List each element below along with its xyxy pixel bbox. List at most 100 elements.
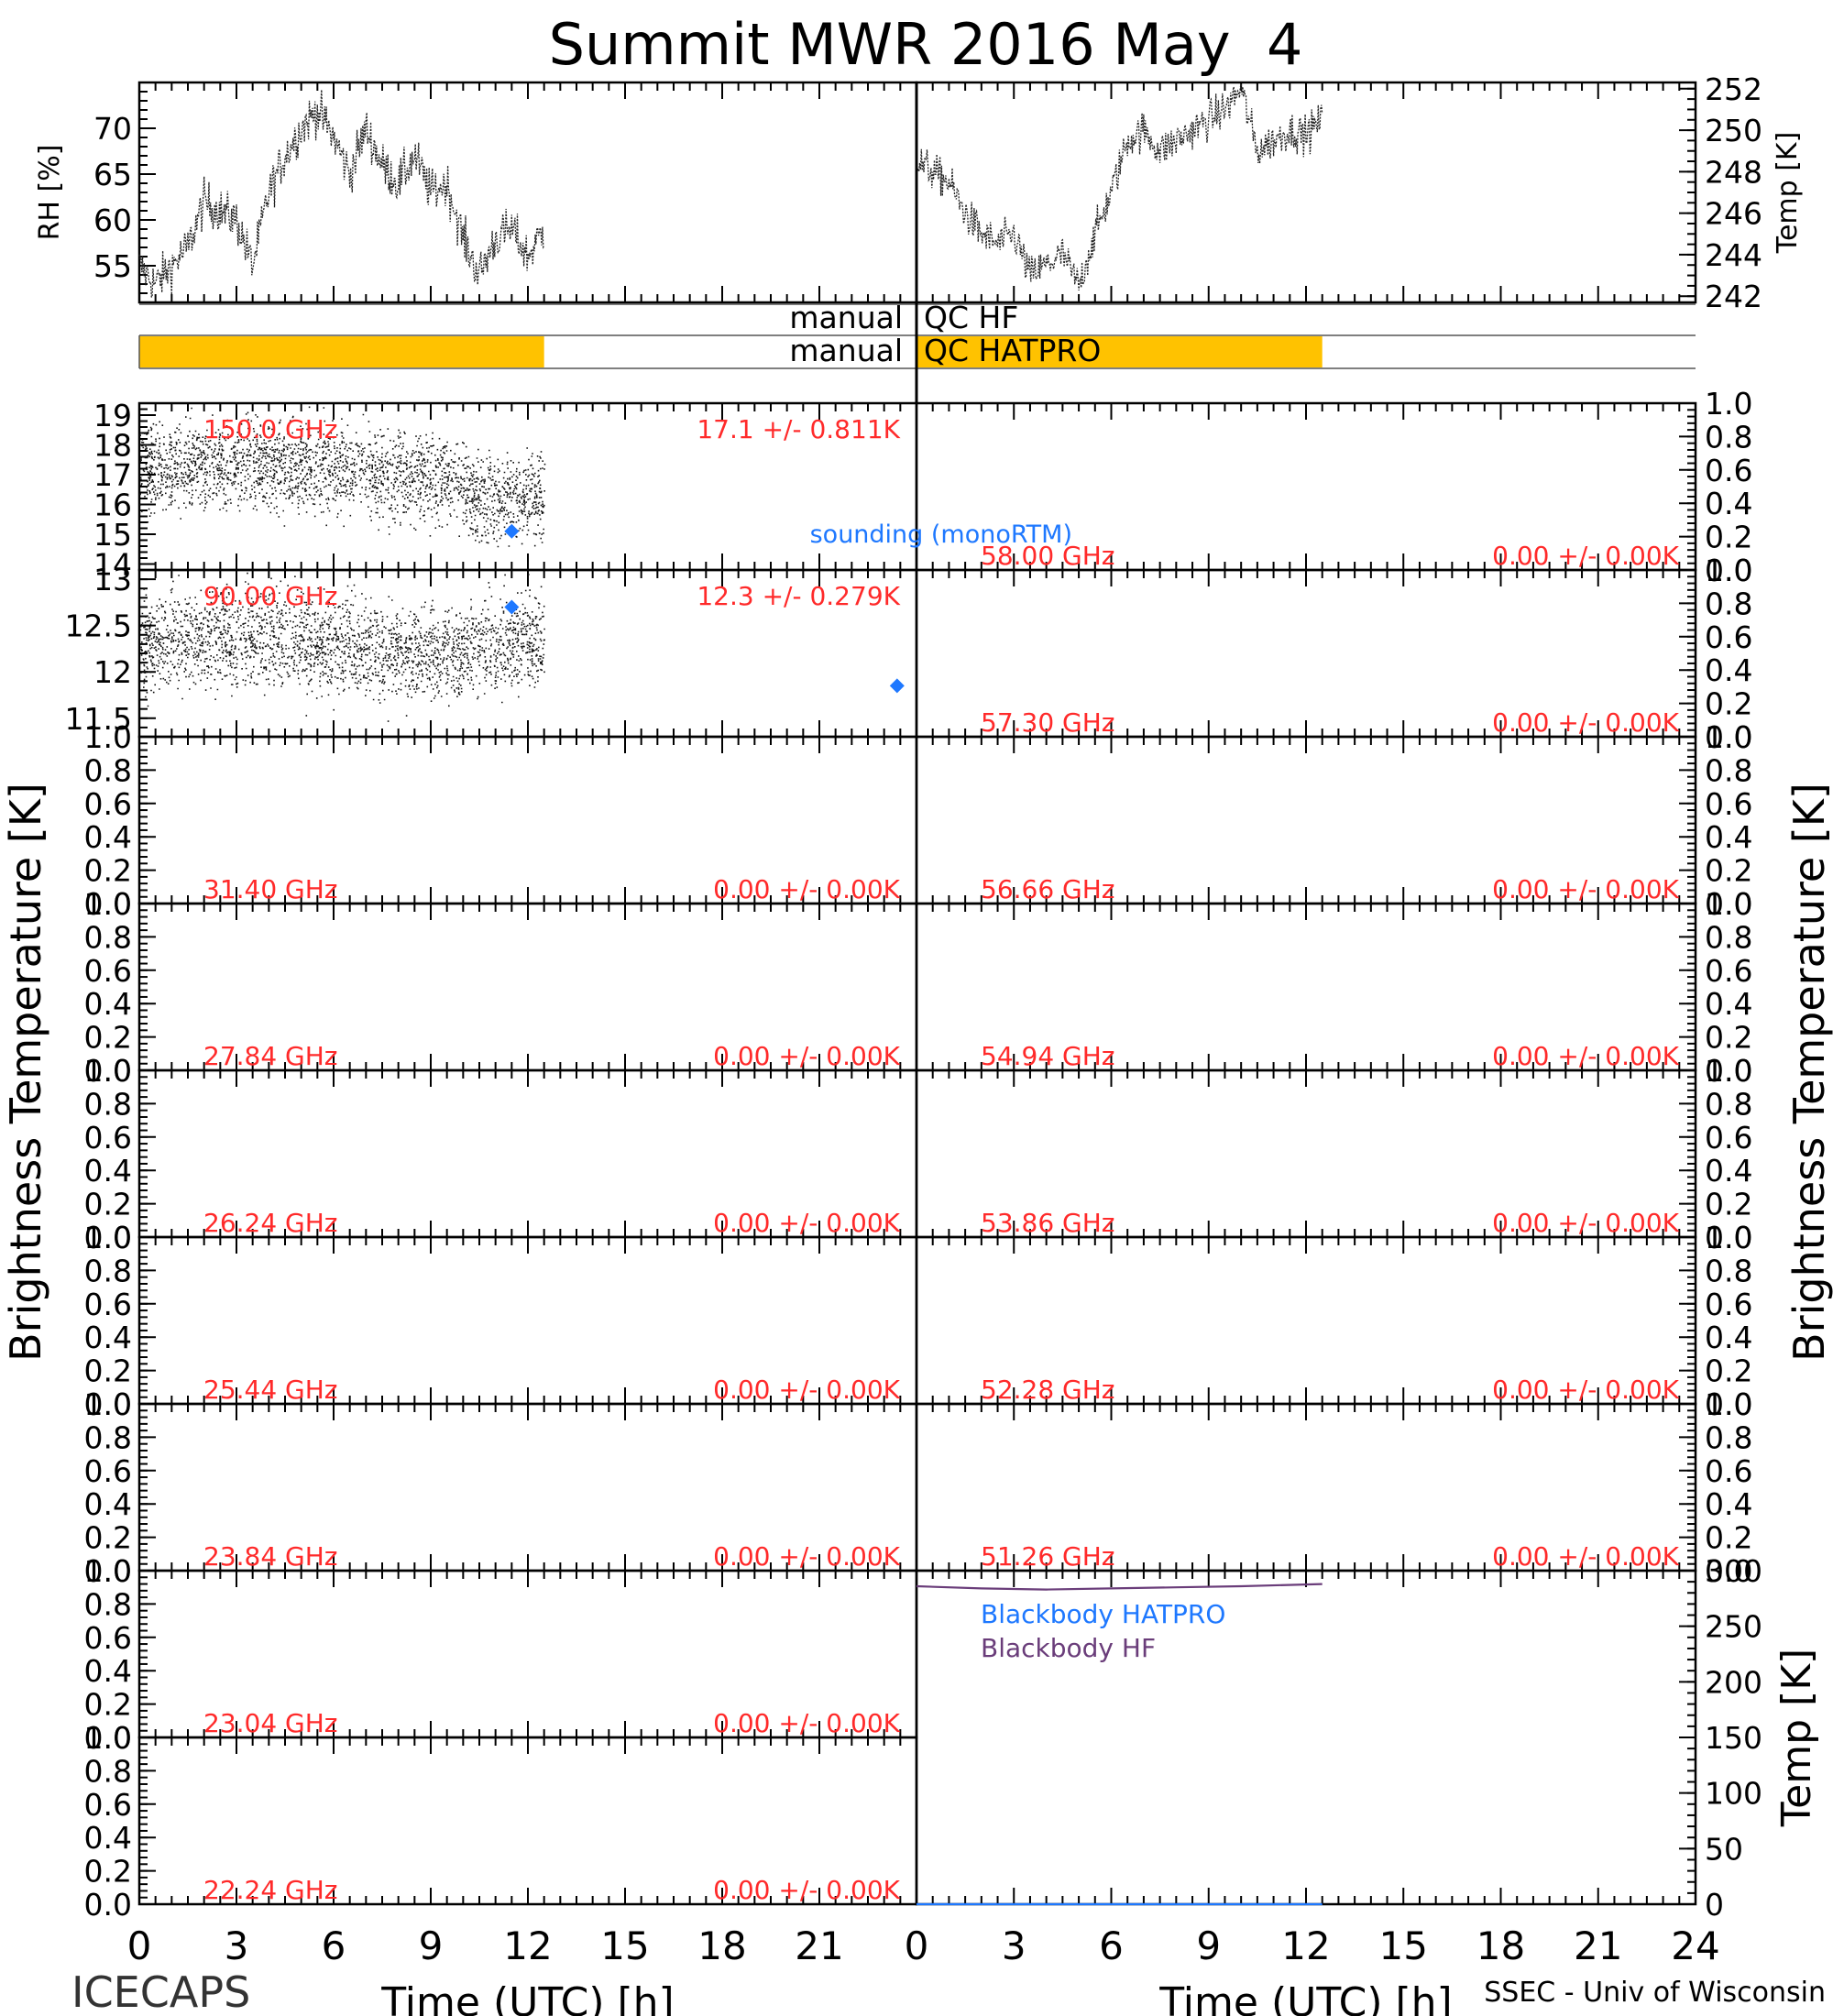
x-tick-label-right: 21: [1574, 1923, 1622, 1968]
y-tick-label: 0.6: [1705, 786, 1752, 822]
sounding-legend-label: sounding (monoRTM): [810, 520, 1072, 549]
y-tick-label: 1.0: [84, 719, 132, 755]
tb_90-data-points: [139, 572, 545, 722]
y-tick-label: 0.0: [1705, 1386, 1752, 1422]
y-tick-label: 0.8: [1705, 586, 1752, 621]
y-tick-label: 100: [1705, 1776, 1762, 1812]
y-tick-label: 0.4: [1705, 986, 1752, 1022]
temp-series-line: [916, 83, 1323, 291]
tb_2544-freq-label: 25.44 GHz: [203, 1375, 338, 1405]
y-tick-label: 0.8: [84, 1086, 132, 1122]
y-tick-label: 0.8: [84, 1753, 132, 1789]
y-tick-label: 0.0: [84, 1887, 132, 1923]
y-tick-label: 1.0: [1705, 719, 1752, 755]
y-tick-label: 0.0: [84, 1553, 132, 1589]
y-tick-label: 12.5: [65, 608, 132, 644]
x-tick-label-left: 12: [503, 1923, 552, 1968]
qc-hatpro-flag-right: [916, 336, 1323, 367]
y-tick-label: 1.0: [1705, 553, 1752, 588]
x-tick-label-right: 24: [1671, 1923, 1719, 1968]
y-tick-label: 0.2: [1705, 686, 1752, 722]
blackbody-hatpro-legend: Blackbody HATPRO: [981, 1599, 1225, 1629]
page-title: Summit MWR 2016 May 4: [549, 11, 1303, 78]
y-tick-label: 0.6: [84, 1287, 132, 1322]
tb_2624-stats-label: 0.00 +/- 0.00K: [713, 1208, 900, 1238]
y-tick-label: 300: [1705, 1553, 1762, 1589]
y-tick-label: 0: [1705, 1887, 1724, 1923]
y-tick-label: 1.0: [84, 886, 132, 922]
y-tick-label: 0.2: [1705, 1353, 1752, 1389]
tb_90-sounding-point: [504, 599, 520, 615]
y-tick-label: 1.0: [84, 1220, 132, 1255]
tb_3140-freq-label: 31.40 GHz: [203, 874, 338, 904]
y-tick-label: 242: [1705, 279, 1762, 314]
y-tick-label: 0.0: [1705, 719, 1752, 755]
y-tick-label: 0.6: [1705, 1287, 1752, 1322]
x-tick-label-left: 15: [600, 1923, 649, 1968]
blackbody-series-1: [916, 1583, 1323, 1591]
y-tick-label: 1.0: [84, 1053, 132, 1089]
y-tick-label: 0.2: [84, 853, 132, 889]
rh-series-line: [138, 89, 545, 298]
y-tick-label: 250: [1705, 113, 1762, 148]
y-tick-label: 0.4: [84, 1653, 132, 1689]
y-tick-label: 0.2: [84, 1187, 132, 1222]
x-tick-label-right: 6: [1099, 1923, 1124, 1968]
left-brightness-axis-label: Brightness Temperature [K]: [1, 783, 50, 1362]
y-tick-label: 0.2: [84, 1353, 132, 1389]
y-tick-label: 0.6: [1705, 1120, 1752, 1156]
tb_2544-stats-label: 0.00 +/- 0.00K: [713, 1375, 900, 1405]
tb_5126-freq-label: 51.26 GHz: [981, 1541, 1115, 1572]
tb_150-sounding-point: [504, 523, 520, 539]
y-tick-label: 0.8: [1705, 1086, 1752, 1122]
x-axis-label-right: Time (UTC) [h]: [1158, 1979, 1452, 2016]
x-tick-label-right: 0: [905, 1923, 929, 1968]
y-tick-label: 0.0: [1705, 886, 1752, 922]
y-tick-label: 11.5: [65, 701, 132, 737]
y-tick-label: 14: [93, 547, 132, 583]
y-tick-label: 0.2: [1705, 1020, 1752, 1056]
x-tick-label-right: 12: [1281, 1923, 1330, 1968]
x-tick-label-left: 21: [795, 1923, 843, 1968]
rh-axis-label: RH [%]: [34, 145, 66, 241]
footer-right-label: SSEC - Univ of Wisconsin: [1484, 1977, 1826, 2009]
tb_5666-stats-label: 0.00 +/- 0.00K: [1492, 874, 1679, 904]
y-tick-label: 0.4: [84, 1820, 132, 1856]
y-tick-label: 0.2: [1705, 853, 1752, 889]
y-tick-label: 0.8: [84, 1419, 132, 1455]
y-tick-label: 0.0: [84, 886, 132, 922]
y-tick-label: 0.0: [1705, 1553, 1752, 1589]
x-tick-label-right: 18: [1476, 1923, 1525, 1968]
y-tick-label: 200: [1705, 1664, 1762, 1700]
y-tick-label: 0.4: [84, 1153, 132, 1189]
y-tick-label: 60: [93, 203, 132, 238]
tb_5730-stats-label: 0.00 +/- 0.00K: [1492, 707, 1679, 738]
tb_5494-stats-label: 0.00 +/- 0.00K: [1492, 1041, 1679, 1071]
y-tick-label: 0.6: [84, 1120, 132, 1156]
y-tick-label: 0.4: [84, 1486, 132, 1522]
x-tick-label-right: 3: [1002, 1923, 1026, 1968]
y-tick-label: 0.4: [1705, 819, 1752, 855]
y-tick-label: 55: [93, 248, 132, 284]
y-tick-label: 12: [93, 654, 132, 690]
tb_150-freq-label: 150.0 GHz: [203, 414, 338, 444]
qc-hf-manual-label: manual: [789, 300, 903, 335]
y-tick-label: 250: [1705, 1609, 1762, 1645]
tb_5126-stats-label: 0.00 +/- 0.00K: [1492, 1541, 1679, 1572]
tb_2784-stats-label: 0.00 +/- 0.00K: [713, 1041, 900, 1071]
y-tick-label: 0.0: [84, 1386, 132, 1422]
tb_2224-freq-label: 22.24 GHz: [203, 1875, 338, 1905]
tb_58-freq-label: 58.00 GHz: [981, 541, 1115, 571]
y-tick-label: 0.2: [84, 1854, 132, 1890]
y-tick-label: 0.2: [84, 1687, 132, 1723]
y-tick-label: 150: [1705, 1720, 1762, 1756]
tb_150-stats-label: 17.1 +/- 0.811K: [697, 414, 900, 444]
y-tick-label: 1.0: [84, 1553, 132, 1589]
y-tick-label: 0.8: [84, 919, 132, 955]
x-tick-label-left: 3: [225, 1923, 249, 1968]
y-tick-label: 0.4: [1705, 652, 1752, 688]
y-tick-label: 1.0: [1705, 1053, 1752, 1089]
y-tick-label: 0.8: [84, 1586, 132, 1622]
y-tick-label: 18: [93, 428, 132, 464]
